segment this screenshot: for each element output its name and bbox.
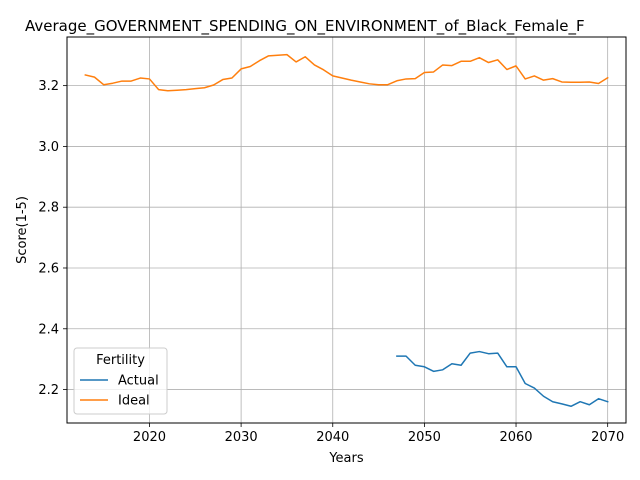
series-line-actual bbox=[396, 350, 609, 408]
legend-title: Fertility bbox=[96, 353, 145, 368]
x-tick-label: 2070 bbox=[591, 430, 624, 445]
legend-label-actual: Actual bbox=[118, 374, 159, 389]
y-tick-label: 3.0 bbox=[38, 140, 59, 155]
legend-label-ideal: Ideal bbox=[118, 394, 150, 409]
series-line-ideal bbox=[84, 53, 609, 92]
y-tick-label: 2.8 bbox=[38, 201, 59, 216]
x-tick-label: 2040 bbox=[316, 430, 349, 445]
series-layer bbox=[84, 53, 609, 408]
x-tick-label: 2050 bbox=[408, 430, 441, 445]
plot-frame bbox=[66, 36, 627, 424]
x-tick-label: 2060 bbox=[499, 430, 532, 445]
legend-box bbox=[73, 347, 168, 415]
x-tick-label: 2030 bbox=[225, 430, 258, 445]
y-tick-label: 2.4 bbox=[38, 322, 59, 337]
legend: Fertility Actual Ideal bbox=[73, 347, 168, 415]
chart-title: Average_GOVERNMENT_SPENDING_ON_ENVIRONME… bbox=[25, 17, 585, 36]
x-axis-label: Years bbox=[328, 451, 364, 466]
y-tick-label: 3.2 bbox=[38, 79, 59, 94]
y-axis-label: Score(1-5) bbox=[15, 196, 30, 264]
x-tick-label: 2020 bbox=[133, 430, 166, 445]
axis-ticks: 2020 2030 2040 2050 2060 2070 2.2 2.4 2.6 2.8 3.0 3… bbox=[38, 79, 624, 445]
y-tick-label: 2.2 bbox=[38, 383, 59, 398]
y-tick-label: 2.6 bbox=[38, 261, 59, 276]
